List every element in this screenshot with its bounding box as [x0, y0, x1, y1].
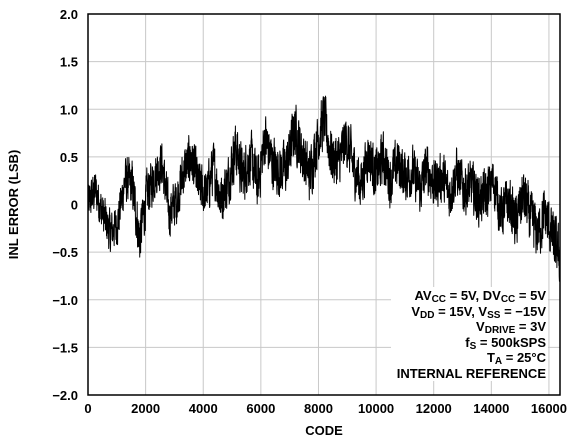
inl-trace: [87, 95, 561, 282]
conditions-annotation: AVCC = 5V, DVCC = 5V VDD = 15V, VSS = −1…: [390, 287, 548, 381]
y-axis-label: INL ERROR (LSB): [6, 150, 21, 260]
y-tick-label: 0.5: [60, 150, 78, 165]
inl-series-line: [87, 95, 561, 282]
y-tick-label: 2.0: [60, 7, 78, 22]
x-tick-label: 16000: [531, 401, 567, 416]
y-tick-label: 1.0: [60, 102, 78, 117]
x-tick-label: 4000: [189, 401, 218, 416]
x-tick-label: 8000: [304, 401, 333, 416]
annotation-sample-rate-line: fS = 500kSPS: [465, 334, 546, 352]
y-tick-label: −1.0: [52, 293, 78, 308]
annotation-supply-line: AVCC = 5V, DVCC = 5V: [414, 288, 546, 305]
y-tick-label: −1.5: [52, 340, 78, 355]
y-tick-label: −2.0: [52, 388, 78, 403]
annotation-vdd-vss-line: VDD = 15V, VSS = −15V: [411, 303, 546, 321]
annotation-vdrive-line: VDRIVE = 3V: [476, 319, 546, 336]
x-tick-label: 12000: [416, 401, 452, 416]
x-axis-label: CODE: [305, 423, 343, 438]
plot-frame: [87, 13, 561, 396]
x-tick-label: 14000: [473, 401, 509, 416]
annotation-temperature-line: TA = 25°C: [486, 350, 546, 367]
x-tick-labels: 0 2000 4000 6000 8000 10000 12000 14000 16000: [84, 401, 567, 416]
x-tick-label: 2000: [131, 401, 160, 416]
x-tick-label: 6000: [246, 401, 275, 416]
annotation-reference-line: INTERNAL REFERENCE: [396, 365, 546, 381]
x-tick-label: 10000: [358, 401, 394, 416]
x-tick-label: 0: [84, 401, 91, 416]
y-tick-label: −0.5: [52, 245, 78, 260]
y-tick-label: 0: [71, 198, 78, 213]
y-tick-label: 1.5: [60, 55, 78, 70]
y-tick-labels: 2.0 1.5 1.0 0.5 0 −0.5 −1.0 −1.5 −2.0: [52, 7, 78, 403]
